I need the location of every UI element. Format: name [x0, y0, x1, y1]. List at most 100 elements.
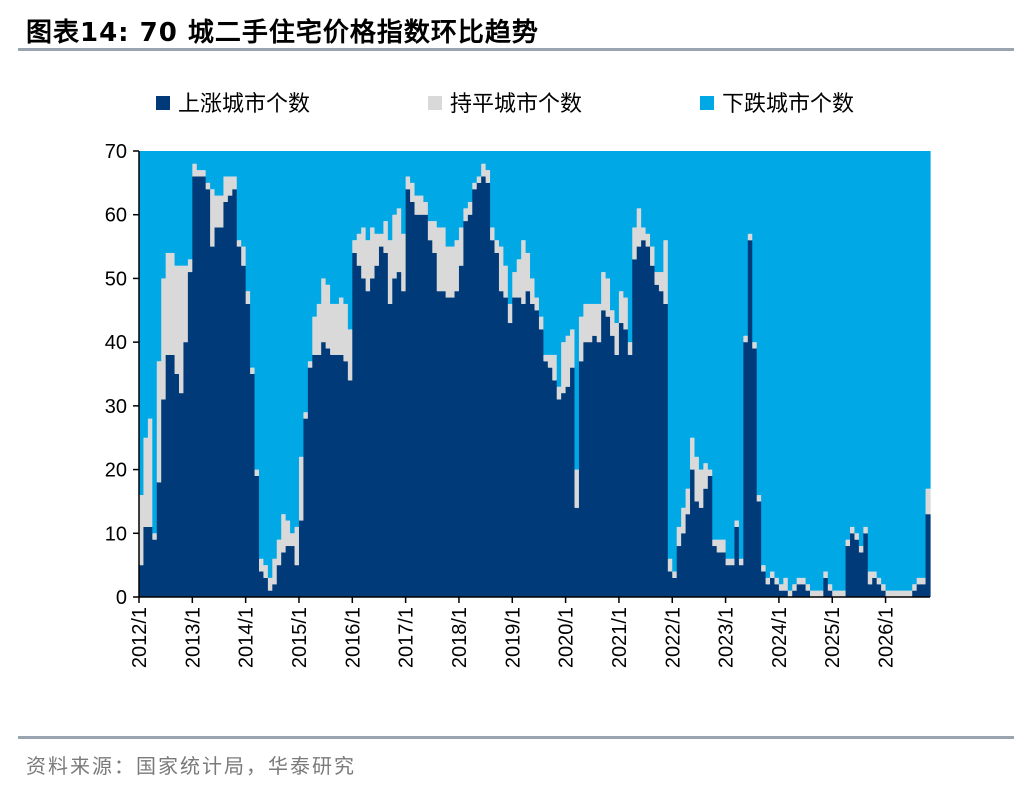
bar-flat: [858, 546, 864, 553]
bar-up: [481, 176, 487, 597]
bar-down: [601, 151, 607, 273]
bar-up: [707, 475, 713, 597]
bar-down: [570, 151, 576, 330]
bar-flat: [263, 565, 269, 578]
bar-flat: [636, 208, 642, 247]
figure-title: 图表14: 70 城二手住宅价格指数环比趋势: [26, 18, 539, 48]
bar-down: [370, 151, 376, 228]
x-tick-label: 2014/1: [236, 607, 258, 668]
bar-up: [294, 565, 300, 597]
x-tick-label: 2016/1: [342, 607, 364, 668]
bar-flat: [601, 272, 607, 311]
bar-down: [485, 151, 491, 171]
bar-up: [174, 374, 180, 597]
bar-down: [330, 151, 336, 304]
bar-flat: [663, 240, 669, 304]
bar-up: [232, 189, 238, 597]
bar-down: [254, 151, 260, 470]
bar-up: [427, 240, 433, 597]
bar-down: [650, 151, 656, 247]
bar-down: [805, 151, 811, 585]
bar-down: [534, 151, 540, 298]
bar-up: [792, 590, 798, 597]
bar-flat: [507, 303, 513, 324]
bar-flat: [245, 291, 251, 304]
bar-up: [614, 354, 620, 597]
bar-flat: [814, 590, 820, 597]
x-tick-label: 2017/1: [396, 607, 418, 668]
bar-flat: [387, 240, 393, 304]
bar-flat: [645, 233, 651, 247]
x-tick-label: 2013/1: [182, 607, 204, 668]
bar-down: [450, 151, 456, 247]
bar-down: [623, 151, 629, 298]
bar-down: [778, 151, 784, 585]
bar-down: [774, 151, 780, 578]
bar-down: [250, 151, 256, 368]
bar-down: [174, 151, 180, 266]
bar-down: [436, 151, 442, 228]
legend-item-up-label: 上涨城市个数: [178, 92, 310, 117]
bar-down: [756, 151, 762, 496]
bar-down: [694, 151, 700, 457]
bar-up: [423, 214, 429, 597]
bar-up: [676, 546, 682, 597]
bar-flat: [232, 176, 238, 190]
bar-down: [170, 151, 176, 253]
bar-up: [672, 577, 678, 597]
bar-down: [494, 151, 500, 241]
legend: 上涨城市个数 持平城市个数 下跌城市个数: [156, 92, 854, 117]
bar-flat: [876, 577, 882, 585]
bar-flat: [392, 214, 398, 279]
bar-flat: [921, 577, 927, 585]
bar-down: [827, 151, 833, 585]
bar-flat: [445, 246, 451, 298]
bar-up: [565, 386, 571, 597]
x-tick-label: 2021/1: [609, 607, 631, 668]
bar-flat: [752, 342, 758, 349]
bar-up: [916, 584, 922, 597]
bar-down: [321, 151, 327, 279]
bar-down: [214, 151, 220, 196]
bar-flat: [667, 558, 673, 572]
bar-flat: [227, 176, 233, 196]
bar-up: [765, 584, 771, 597]
bar-up: [641, 240, 647, 597]
bar-up: [716, 552, 722, 597]
bar-up: [685, 514, 691, 597]
bar-up: [454, 291, 460, 597]
bar-flat: [512, 272, 518, 298]
bar-down: [285, 151, 291, 521]
bar-up: [143, 526, 149, 597]
bar-flat: [307, 361, 313, 368]
bar-up: [165, 354, 171, 597]
bar-down: [672, 151, 678, 572]
bar-down: [881, 151, 887, 585]
bar-down: [632, 151, 638, 228]
bar-down: [658, 151, 664, 273]
bar-down: [512, 151, 518, 273]
bar-flat: [503, 265, 509, 298]
bar-up: [761, 571, 767, 597]
bar-down: [143, 151, 149, 438]
bar-up: [241, 265, 247, 597]
bar-up: [178, 393, 185, 597]
bar-up: [401, 291, 407, 597]
bar-down: [543, 151, 549, 355]
bar-flat: [405, 176, 411, 190]
bar-flat: [676, 526, 682, 547]
bar-down: [858, 151, 864, 547]
bar-up: [432, 252, 438, 597]
bar-down: [307, 151, 313, 362]
bar-up: [347, 380, 353, 597]
bar-flat: [183, 265, 189, 343]
bar-down: [338, 151, 345, 298]
bar-flat: [747, 233, 753, 241]
bar-flat: [347, 329, 353, 381]
bar-flat: [139, 495, 145, 566]
bar-down: [196, 151, 202, 171]
bar-flat: [276, 539, 282, 566]
bar-down: [258, 151, 265, 559]
bar-up: [738, 565, 744, 597]
legend-item-flat-swatch: [428, 96, 442, 110]
